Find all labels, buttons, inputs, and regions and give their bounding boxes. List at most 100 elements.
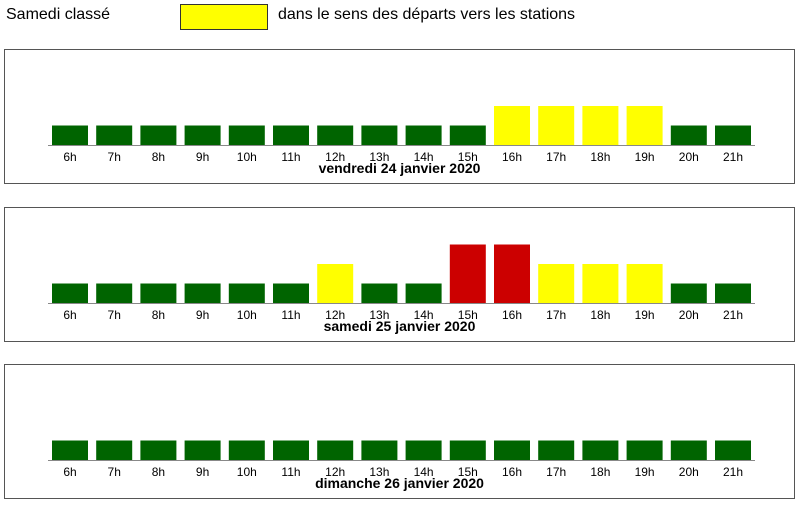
bar-16h [494,440,530,460]
bar-15h [449,244,486,303]
tick-label-15h: 15h [458,150,478,164]
tick-label-6h: 6h [63,150,76,164]
tick-label-9h: 9h [196,150,209,164]
tick-label-6h: 6h [63,465,76,479]
tick-label-17h: 17h [546,150,566,164]
bar-10h [228,125,265,145]
bar-8h [140,440,177,460]
bar-19h [626,106,663,145]
tick-label-7h: 7h [108,465,121,479]
bar-17h [538,264,575,303]
bar-6h [52,125,88,145]
bar-17h [538,106,575,145]
bar-18h [582,264,619,303]
tick-label-12h: 12h [325,465,345,479]
bar-14h [405,125,442,145]
bar-chart-saturday: 6h 7h 8h 9h 10h 11h 12h 13h 14h 15h 16h 17h 18h 19h 20… [48,244,755,322]
bar-11h [273,125,309,145]
tick-label-18h: 18h [590,465,610,479]
bar-9h [184,440,221,460]
bar-21h [715,283,751,303]
tick-label-12h: 12h [325,308,345,322]
header-title: Samedi classé [6,6,111,23]
tick-label-17h: 17h [546,308,566,322]
bar-20h [670,125,707,145]
tick-label-10h: 10h [237,150,257,164]
bar-chart-sunday: 6h 7h 8h 9h 10h 11h 12h 13h 14h 15h 16h 17h 18h 19h 20… [48,440,755,479]
bar-15h [449,125,486,145]
tick-label-16h: 16h [502,308,522,322]
tick-label-21h: 21h [723,150,743,164]
legend-swatch [180,4,268,30]
tick-label-10h: 10h [237,308,257,322]
tick-label-16h: 16h [502,150,522,164]
bar-17h [538,440,575,460]
bar-18h [582,106,619,145]
bar-6h [52,440,88,460]
tick-label-19h: 19h [635,308,655,322]
tick-label-8h: 8h [152,465,165,479]
bar-7h [96,440,133,460]
bar-11h [273,283,309,303]
bar-7h [96,125,133,145]
tick-label-9h: 9h [196,308,209,322]
tick-label-8h: 8h [152,150,165,164]
bar-14h [405,283,442,303]
tick-label-16h: 16h [502,465,522,479]
tick-label-7h: 7h [108,150,121,164]
tick-label-15h: 15h [458,308,478,322]
bar-16h [494,106,530,145]
bar-21h [715,440,751,460]
bar-6h [52,283,88,303]
legend-label: dans le sens des départs vers les statio… [278,6,576,23]
bar-9h [184,125,221,145]
tick-label-18h: 18h [590,150,610,164]
bar-13h [361,125,398,145]
bar-20h [670,283,707,303]
bar-10h [228,283,265,303]
bar-12h [317,440,354,460]
bar-chart-friday: 6h 7h 8h 9h 10h 11h 12h 13h 14h 15h 16h 17h 18h 19h 20… [48,106,755,164]
tick-label-12h: 12h [325,150,345,164]
tick-label-20h: 20h [679,465,699,479]
bar-16h [494,244,530,303]
tick-label-21h: 21h [723,465,743,479]
tick-label-19h: 19h [635,465,655,479]
tick-label-14h: 14h [414,465,434,479]
bar-15h [449,440,486,460]
bar-8h [140,125,177,145]
tick-label-13h: 13h [369,465,389,479]
tick-label-11h: 11h [281,150,300,164]
tick-label-14h: 14h [414,308,434,322]
tick-label-13h: 13h [369,150,389,164]
bar-11h [273,440,309,460]
tick-label-15h: 15h [458,465,478,479]
bar-9h [184,283,221,303]
tick-label-20h: 20h [679,150,699,164]
tick-label-11h: 11h [281,465,300,479]
bar-8h [140,283,177,303]
bar-21h [715,125,751,145]
tick-label-17h: 17h [546,465,566,479]
bar-19h [626,440,663,460]
bar-12h [317,264,354,303]
tick-label-9h: 9h [196,465,209,479]
bar-20h [670,440,707,460]
tick-label-18h: 18h [590,308,610,322]
tick-label-20h: 20h [679,308,699,322]
tick-label-10h: 10h [237,465,257,479]
chart-panel-friday: 6h 7h 8h 9h 10h 11h 12h 13h 14h 15h 16h 17h 18h 19h 20… [4,49,795,184]
chart-title-saturday: samedi 25 janvier 2020 [323,318,476,334]
bar-13h [361,440,398,460]
tick-label-19h: 19h [635,150,655,164]
tick-label-14h: 14h [414,150,434,164]
chart-panel-saturday: 6h 7h 8h 9h 10h 11h 12h 13h 14h 15h 16h 17h 18h 19h 20… [4,207,795,342]
bar-19h [626,264,663,303]
bar-18h [582,440,619,460]
chart-panel-sunday: 6h 7h 8h 9h 10h 11h 12h 13h 14h 15h 16h 17h 18h 19h 20… [4,364,795,499]
bar-14h [405,440,442,460]
tick-label-13h: 13h [369,308,389,322]
bar-7h [96,283,133,303]
bar-10h [228,440,265,460]
tick-label-7h: 7h [108,308,121,322]
